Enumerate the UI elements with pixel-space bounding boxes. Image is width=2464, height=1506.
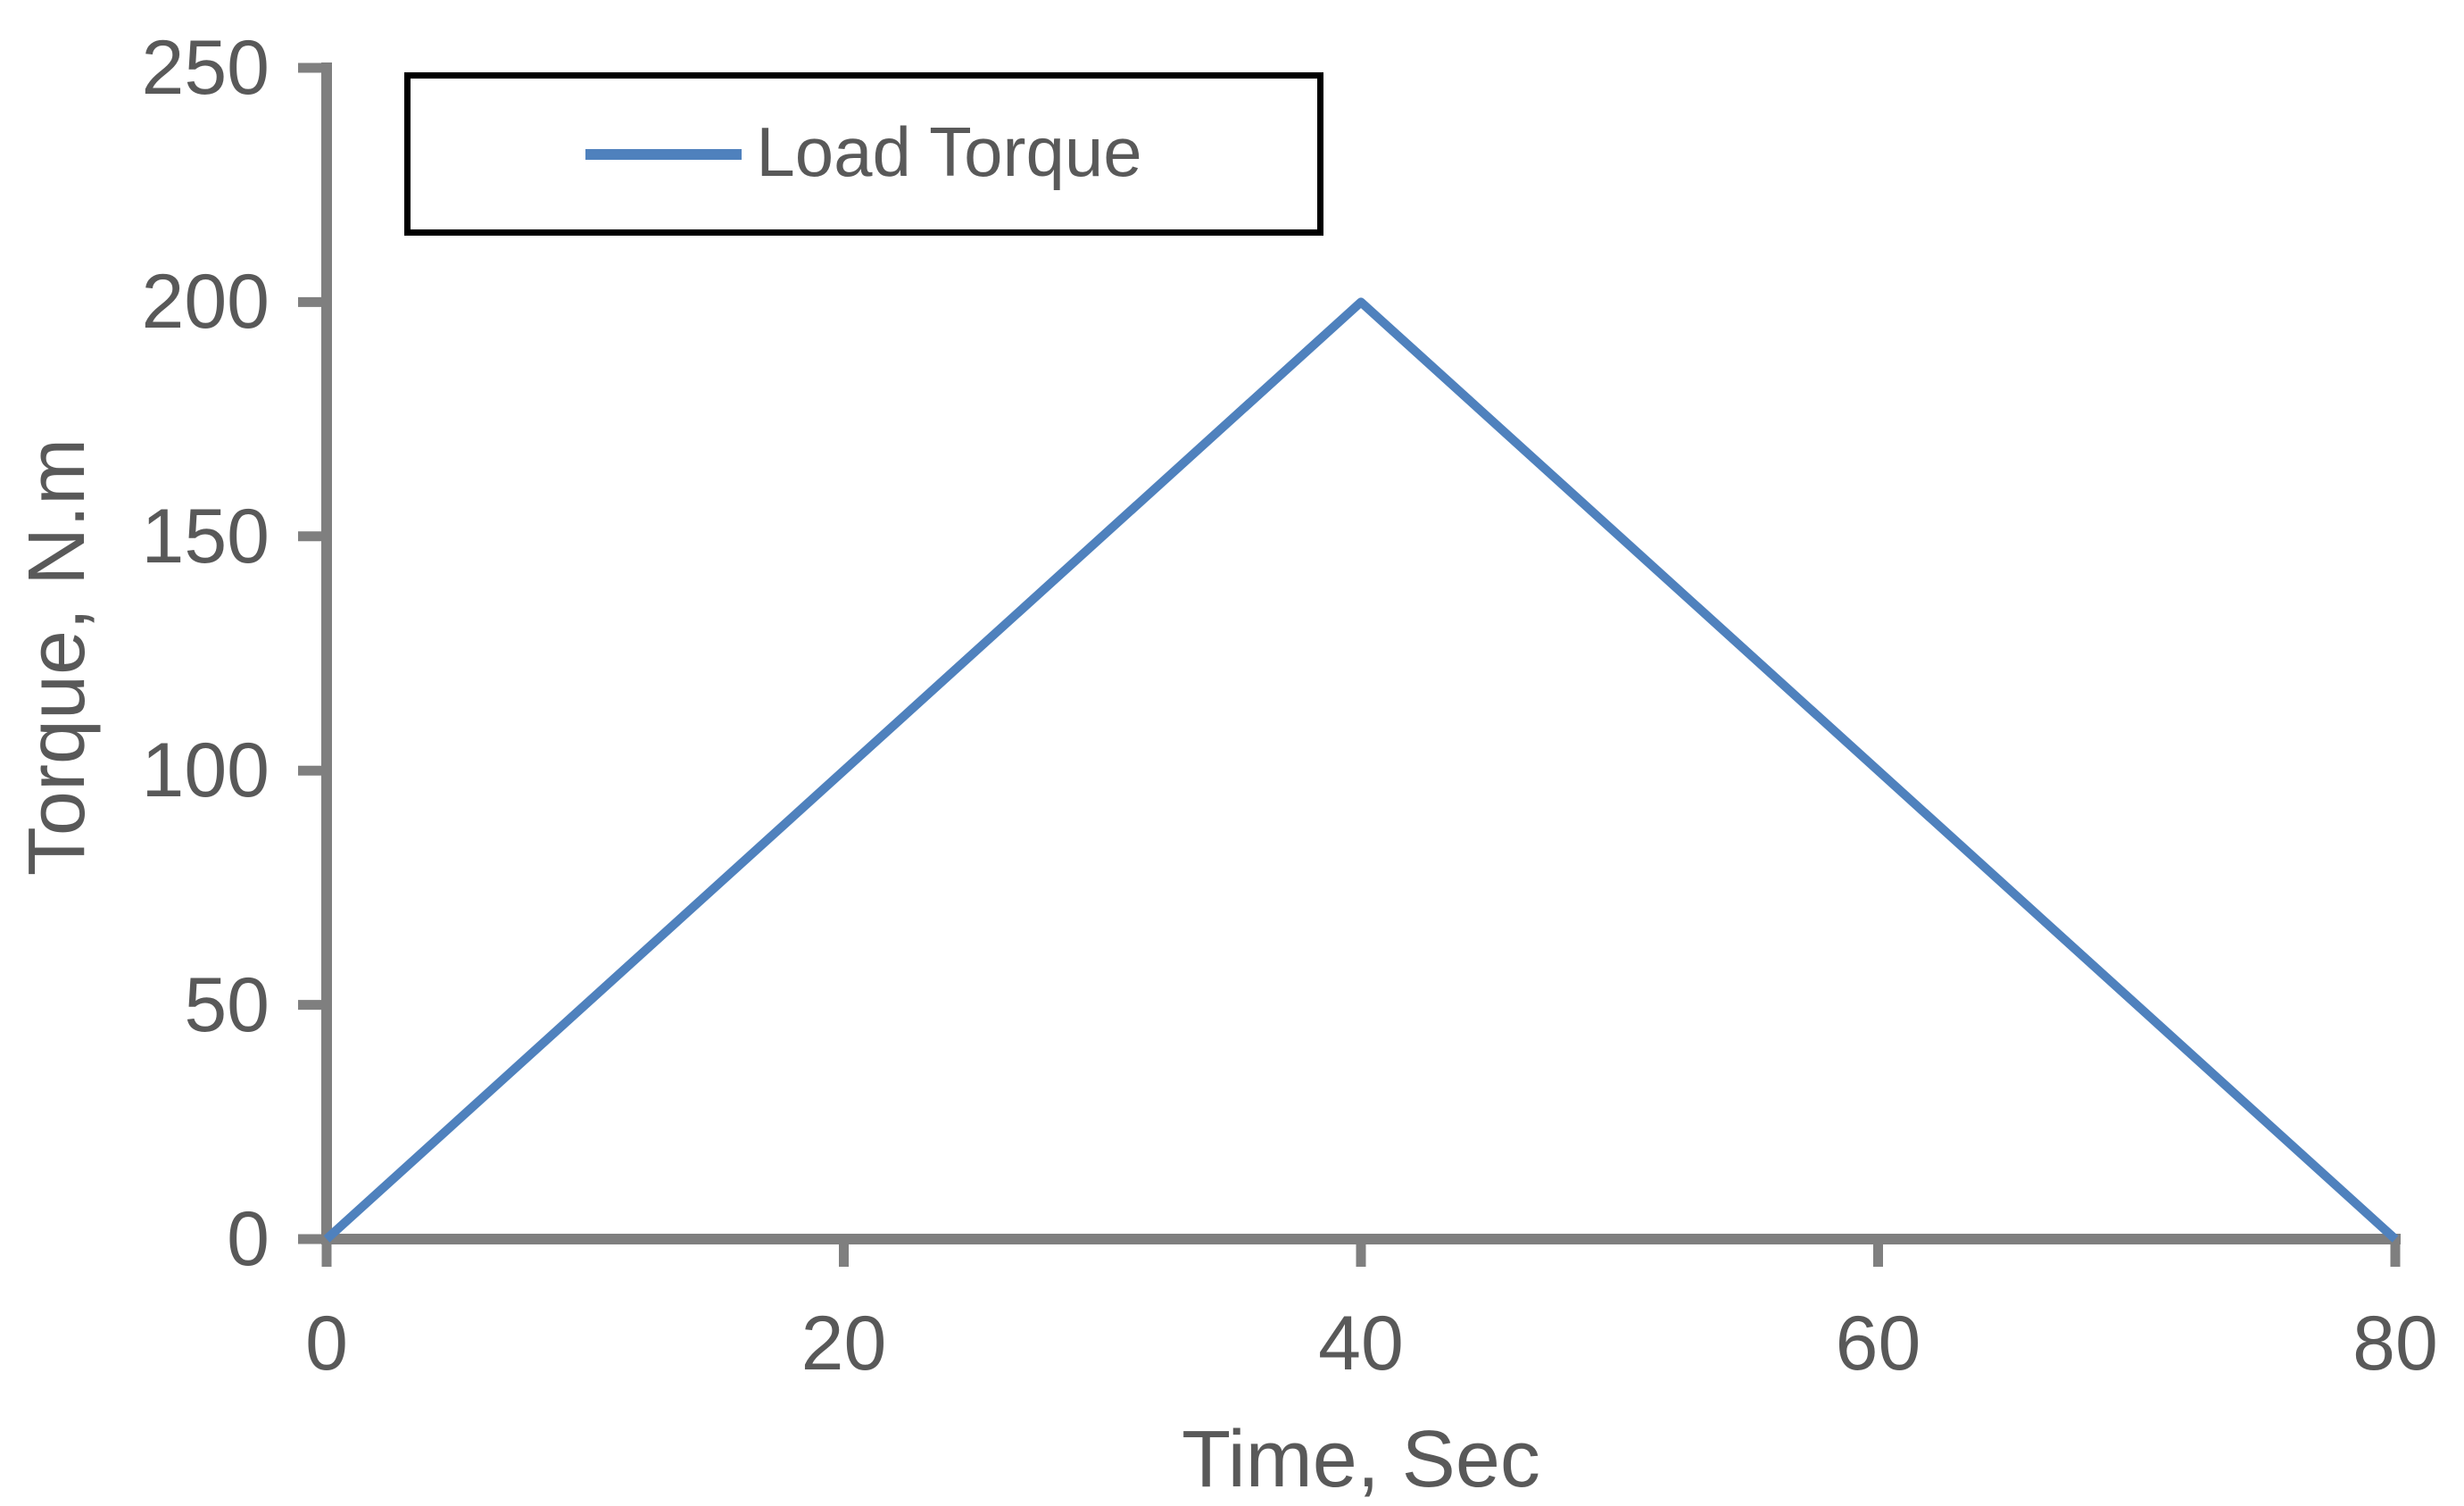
x-tick-label: 20 xyxy=(801,1301,887,1386)
x-tick-label: 0 xyxy=(305,1301,348,1386)
y-tick-label: 100 xyxy=(141,728,270,814)
x-tick-label: 40 xyxy=(1318,1301,1404,1386)
y-tick-label: 0 xyxy=(227,1196,270,1282)
x-axis-title: Time, Sec xyxy=(1182,1415,1540,1504)
y-tick-label: 200 xyxy=(141,259,270,345)
legend-label: Load Torque xyxy=(756,112,1142,191)
legend-line-swatch xyxy=(585,148,743,160)
series-line-load-torque xyxy=(323,297,2399,1243)
x-tick-label: 60 xyxy=(1835,1301,1921,1386)
x-tick-label: 80 xyxy=(2352,1301,2438,1386)
legend: Load Torque xyxy=(404,72,1323,236)
y-tick-label: 250 xyxy=(141,25,270,111)
y-axis-title: Torque, N.m xyxy=(12,437,102,877)
y-tick-label: 150 xyxy=(141,493,270,579)
y-tick-label: 50 xyxy=(184,961,270,1048)
